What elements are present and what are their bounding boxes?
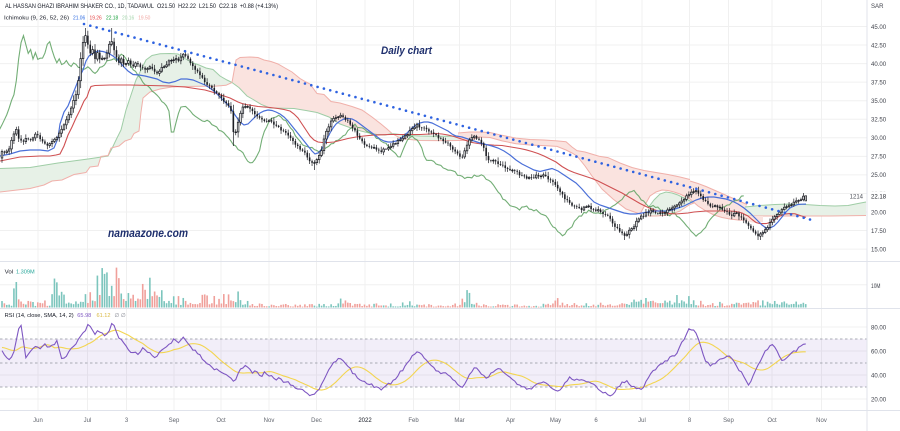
svg-text:Dec: Dec [311, 418, 322, 424]
svg-text:Nov: Nov [264, 418, 275, 424]
svg-text:30.00: 30.00 [871, 135, 887, 142]
svg-text:45.00: 45.00 [871, 24, 887, 31]
svg-text:∅ ∅: ∅ ∅ [115, 312, 126, 319]
svg-text:25.00: 25.00 [871, 172, 887, 179]
svg-text:40.00: 40.00 [871, 372, 887, 379]
svg-text:60.00: 60.00 [871, 348, 887, 355]
svg-text:17.50: 17.50 [871, 228, 887, 235]
svg-text:6: 6 [594, 418, 598, 424]
svg-text:Jul: Jul [84, 418, 92, 424]
svg-text:RSI (14, close, SMA, 14, 2): RSI (14, close, SMA, 14, 2) [5, 313, 74, 319]
svg-text:19.50: 19.50 [138, 15, 150, 21]
svg-text:22.18: 22.18 [871, 193, 887, 200]
svg-text:Sep: Sep [169, 418, 180, 424]
svg-text:40.00: 40.00 [871, 61, 887, 68]
svg-text:AL HASSAN GHAZI IBRAHIM SHAKER: AL HASSAN GHAZI IBRAHIM SHAKER CO., 1D, … [5, 3, 278, 10]
svg-text:20.00: 20.00 [871, 396, 887, 403]
svg-text:20.16: 20.16 [122, 15, 134, 21]
svg-text:Jul: Jul [638, 418, 646, 424]
svg-text:Apr: Apr [506, 418, 515, 424]
svg-text:Oct: Oct [216, 418, 226, 424]
svg-text:42.50: 42.50 [871, 42, 887, 49]
svg-text:2022: 2022 [358, 418, 372, 424]
svg-text:20.00: 20.00 [871, 209, 887, 216]
svg-text:22.18: 22.18 [106, 15, 118, 21]
svg-text:15.00: 15.00 [871, 246, 887, 253]
svg-text:Vol: Vol [5, 269, 14, 275]
svg-text:21.06: 21.06 [73, 15, 85, 21]
svg-text:8: 8 [688, 418, 692, 424]
svg-text:3: 3 [125, 418, 129, 424]
svg-text:80.00: 80.00 [871, 324, 887, 331]
svg-text:65.98: 65.98 [77, 313, 91, 319]
svg-text:61.12: 61.12 [97, 313, 111, 319]
svg-text:32.50: 32.50 [871, 117, 887, 124]
svg-text:Feb: Feb [408, 418, 419, 424]
svg-text:Nov: Nov [816, 418, 827, 424]
svg-text:Ichimoku (9, 26, 52, 26): Ichimoku (9, 26, 52, 26) [4, 15, 69, 21]
svg-text:May: May [550, 418, 561, 424]
svg-text:35.00: 35.00 [871, 98, 887, 105]
svg-text:10M: 10M [871, 284, 881, 290]
svg-text:Oct: Oct [767, 418, 777, 424]
svg-text:SAR: SAR [871, 3, 884, 10]
svg-text:19.26: 19.26 [90, 15, 102, 21]
svg-text:Daily chart: Daily chart [381, 45, 433, 57]
svg-text:Sep: Sep [723, 418, 734, 424]
svg-text:27.50: 27.50 [871, 154, 887, 161]
svg-text:Jun: Jun [33, 418, 43, 424]
svg-text:1214: 1214 [850, 194, 864, 200]
svg-text:1.309M: 1.309M [16, 269, 35, 275]
svg-text:namaazone.com: namaazone.com [108, 226, 188, 240]
svg-text:37.50: 37.50 [871, 79, 887, 86]
svg-text:Mar: Mar [454, 418, 464, 424]
